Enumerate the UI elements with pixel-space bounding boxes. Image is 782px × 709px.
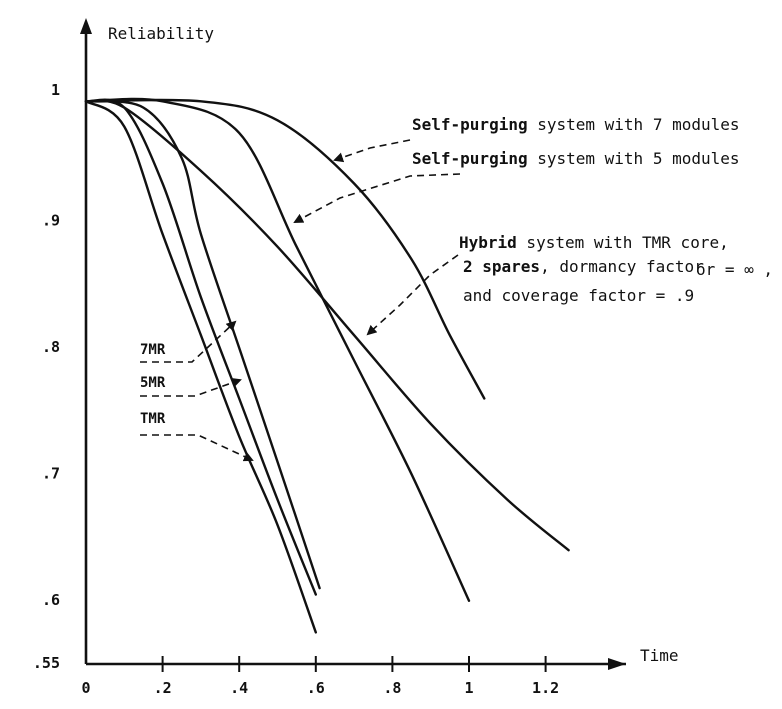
- series-line-0: [84, 100, 317, 634]
- annotation-self-purging-7: Self-purging system with 7 modules: [412, 115, 740, 134]
- leader-7mr: [140, 320, 237, 363]
- x-tick-label: .8: [383, 679, 401, 697]
- x-tick-label: 0: [81, 679, 90, 697]
- annotation-self-purging-5-rest: system with 5 modules: [528, 149, 740, 168]
- x-axis-title: Time: [640, 646, 679, 665]
- y-tick-label: 1: [51, 81, 60, 99]
- label-tmr: TMR: [140, 411, 166, 427]
- leader-self-purging-7: [333, 139, 411, 163]
- annotation-hybrid-line2: 2 spares, dormancy factor: [463, 257, 704, 276]
- annotation-self-purging-7-rest: system with 7 modules: [528, 115, 740, 134]
- annotation-self-purging-5-bold: Self-purging: [412, 149, 528, 168]
- annotation-hybrid-line1-rest: system with TMR core,: [517, 233, 729, 252]
- leader-tmr: [140, 434, 254, 462]
- x-tick-label: .4: [230, 679, 248, 697]
- annotation-hybrid-line2-rest: , dormancy factor: [540, 257, 704, 276]
- annotation-hybrid-line2-bold: 2 spares: [463, 257, 540, 276]
- series-line-4: [84, 99, 570, 552]
- leader-5mr: [140, 377, 242, 397]
- y-tick-label: .8: [42, 338, 60, 356]
- y-axis-arrowhead: [80, 18, 92, 34]
- x-tick-label: 1: [464, 679, 473, 697]
- x-tick-label: .2: [154, 679, 172, 697]
- annotation-hybrid-line1: Hybrid system with TMR core,: [459, 233, 729, 252]
- series-line-3: [84, 97, 471, 602]
- y-tick-label: .6: [42, 591, 60, 609]
- leader-hybrid: [366, 254, 459, 336]
- series-line-5: [84, 98, 486, 400]
- y-tick-label: .55: [33, 654, 60, 672]
- series-line-1: [84, 98, 317, 596]
- y-tick-label: .9: [42, 211, 60, 229]
- y-axis-title: Reliability: [108, 24, 214, 43]
- series-group: [84, 97, 570, 634]
- label-7mr: 7MR: [140, 342, 166, 358]
- annotation-self-purging-7-bold: Self-purging: [412, 115, 528, 134]
- axes: [80, 18, 626, 670]
- annotations: Self-purging system with 7 modules Self-…: [140, 115, 773, 462]
- y-tick-group: 1 .9 .8 .7 .6 .55: [33, 81, 60, 672]
- leader-self-purging-5: [293, 173, 461, 223]
- x-tick-label: 1.2: [532, 679, 559, 697]
- annotation-hybrid-line2-extra: or = ∞ ,: [696, 260, 773, 279]
- x-tick-group: 0 .2 .4 .6 .8 1 1.2: [81, 656, 559, 697]
- annotation-self-purging-5: Self-purging system with 5 modules: [412, 149, 740, 168]
- x-tick-label: .6: [307, 679, 325, 697]
- y-tick-label: .7: [42, 464, 60, 482]
- annotation-hybrid-line1-bold: Hybrid: [459, 233, 517, 252]
- label-5mr: 5MR: [140, 375, 166, 391]
- annotation-hybrid-line3: and coverage factor = .9: [463, 286, 694, 305]
- series-line-2: [84, 100, 321, 590]
